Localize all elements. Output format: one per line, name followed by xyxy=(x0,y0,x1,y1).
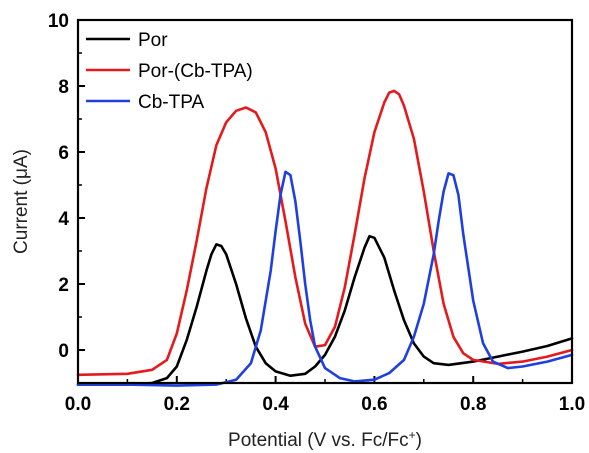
x-tick-label: 0.0 xyxy=(65,394,91,415)
x-tick-label: 0.8 xyxy=(460,394,486,415)
y-tick-label: 6 xyxy=(58,143,69,164)
y-tick-label: 8 xyxy=(58,77,69,98)
plot-frame xyxy=(76,18,574,385)
y-tick-labels: 0 2 4 6 8 10 xyxy=(48,11,70,362)
legend: Por Por-(Cb-TPA) Cb-TPA xyxy=(86,30,253,113)
series-lines xyxy=(76,89,574,387)
y-tick-label: 4 xyxy=(58,209,69,230)
x-axis-title: Potential (V vs. Fc/Fc+) xyxy=(228,428,422,451)
y-axis-title: Current (μA) xyxy=(11,149,32,254)
series-line-0 xyxy=(76,234,574,386)
series-line-1 xyxy=(76,89,574,377)
x-tick-label: 0.2 xyxy=(164,394,190,415)
series-line-2 xyxy=(76,170,574,387)
y-tick-label: 2 xyxy=(58,275,69,296)
y-tick-label: 10 xyxy=(48,11,69,32)
x-tick-label: 0.4 xyxy=(262,394,289,415)
x-tick-label: 0.6 xyxy=(361,394,387,415)
x-axis-title-sup: + xyxy=(409,428,416,442)
legend-label-0: Por xyxy=(138,30,168,51)
x-axis-title-main: Potential (V vs. Fc/Fc xyxy=(228,430,409,451)
x-tick-labels: 0.0 0.2 0.4 0.6 0.8 1.0 xyxy=(65,394,585,415)
x-tick-label: 1.0 xyxy=(559,394,585,415)
y-tick-label: 0 xyxy=(58,341,69,362)
x-axis-title-end: ) xyxy=(416,430,422,451)
legend-label-1: Por-(Cb-TPA) xyxy=(138,61,253,82)
legend-label-2: Cb-TPA xyxy=(138,92,204,113)
